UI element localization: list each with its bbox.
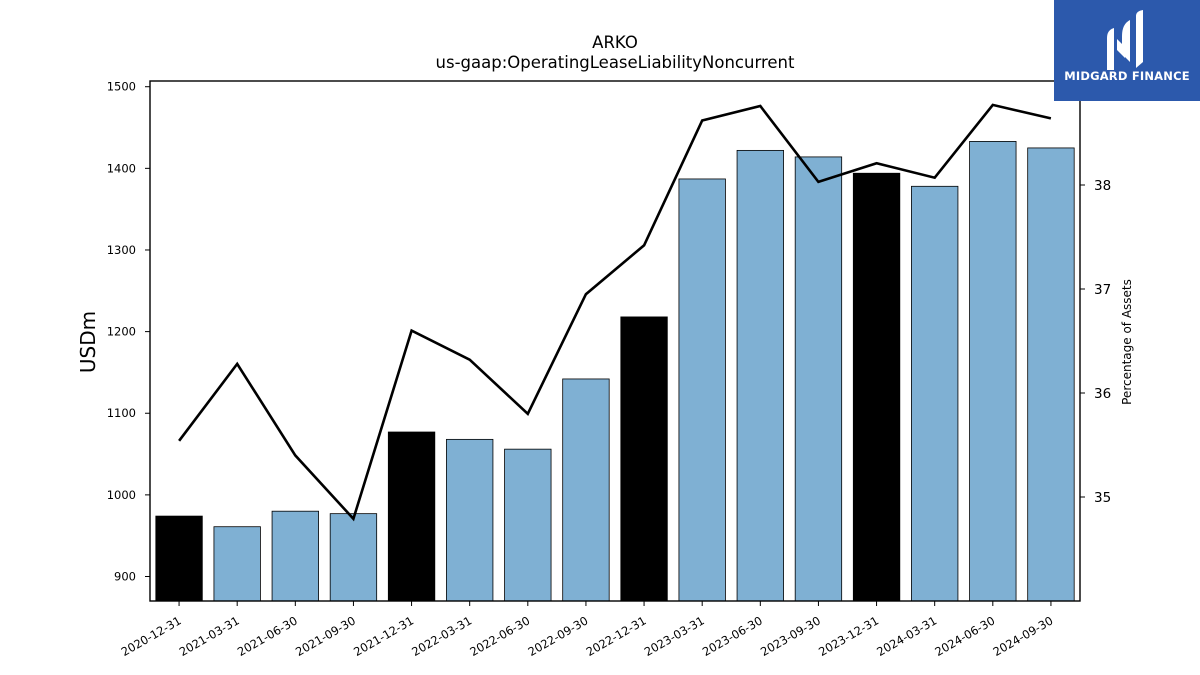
bar-2022-09-30 <box>562 378 610 602</box>
bar-2024-03-31 <box>911 185 959 602</box>
x-tick-label: 2022-09-30 <box>526 613 591 659</box>
bar-2023-06-30 <box>736 149 784 602</box>
y-tick-label: 1000 <box>107 488 136 502</box>
x-tick-label: 2023-12-31 <box>816 613 881 659</box>
chart-title: ARKO <box>592 33 638 52</box>
bar-2021-06-30 <box>271 510 319 602</box>
axes <box>149 80 1081 602</box>
y2-tick-label: 38 <box>1094 178 1111 194</box>
midgard-logo-icon <box>1107 10 1143 70</box>
y2-tick-label: 37 <box>1094 282 1111 298</box>
brand-name: MIDGARD FINANCE <box>1064 69 1190 83</box>
x-tick-label: 2021-03-31 <box>177 613 242 659</box>
y2-tick-label: 35 <box>1094 490 1111 506</box>
bar-2023-03-31 <box>678 178 726 602</box>
y-tick-label: 1200 <box>107 325 136 339</box>
y2-axis-ticks: 35 36 37 38 <box>1080 178 1111 506</box>
bar-2024-09-30 <box>1027 147 1075 602</box>
percentage-line <box>178 103 1052 522</box>
plot-frame <box>149 80 1081 602</box>
x-tick-label: 2022-12-31 <box>584 613 649 659</box>
bar-2021-09-30 <box>329 513 378 602</box>
x-tick-label: 2024-06-30 <box>932 613 997 659</box>
bar-2023-09-30 <box>794 156 843 602</box>
bar-2020-12-31 <box>155 515 203 602</box>
y-tick-label: 1500 <box>107 80 136 94</box>
bar-2022-06-30 <box>504 448 552 602</box>
y2-axis-label: Percentage of Assets <box>1120 279 1134 405</box>
x-tick-label: 2020-12-31 <box>119 613 184 659</box>
bar-2022-03-31 <box>446 438 494 602</box>
x-axis-ticks: 2020-12-312021-03-312021-06-302021-09-30… <box>119 601 1056 659</box>
x-tick-label: 2023-09-30 <box>758 613 823 659</box>
x-tick-label: 2023-06-30 <box>700 613 765 659</box>
y-axis-label: USDm <box>76 311 100 373</box>
bar-2022-12-31 <box>620 316 668 602</box>
y2-tick-label: 36 <box>1094 386 1111 402</box>
y-tick-label: 1400 <box>107 161 136 175</box>
x-tick-label: 2021-12-31 <box>351 613 416 659</box>
x-tick-label: 2024-09-30 <box>991 613 1056 659</box>
x-tick-label: 2021-06-30 <box>235 613 300 659</box>
y-axis-ticks: 900 1000 1100 1200 1300 1400 1500 <box>107 80 150 584</box>
brand-logo: MIDGARD FINANCE <box>1054 0 1200 101</box>
y-tick-label: 900 <box>114 570 136 584</box>
x-tick-label: 2023-03-31 <box>642 613 707 659</box>
bar-2021-12-31 <box>387 431 436 602</box>
percentage-line-series <box>178 103 1052 522</box>
chart-subtitle: us-gaap:OperatingLeaseLiabilityNoncurren… <box>436 53 795 72</box>
bar-2024-06-30 <box>969 141 1017 602</box>
bar-series <box>155 141 1075 602</box>
bar-2021-03-31 <box>213 526 261 602</box>
y-tick-label: 1300 <box>107 243 136 257</box>
x-tick-label: 2024-03-31 <box>874 613 939 659</box>
bar-2023-12-31 <box>852 172 901 602</box>
x-tick-label: 2022-03-31 <box>409 613 474 659</box>
x-tick-label: 2021-09-30 <box>293 613 358 659</box>
y-tick-label: 1100 <box>107 406 136 420</box>
x-tick-label: 2022-06-30 <box>467 613 532 659</box>
